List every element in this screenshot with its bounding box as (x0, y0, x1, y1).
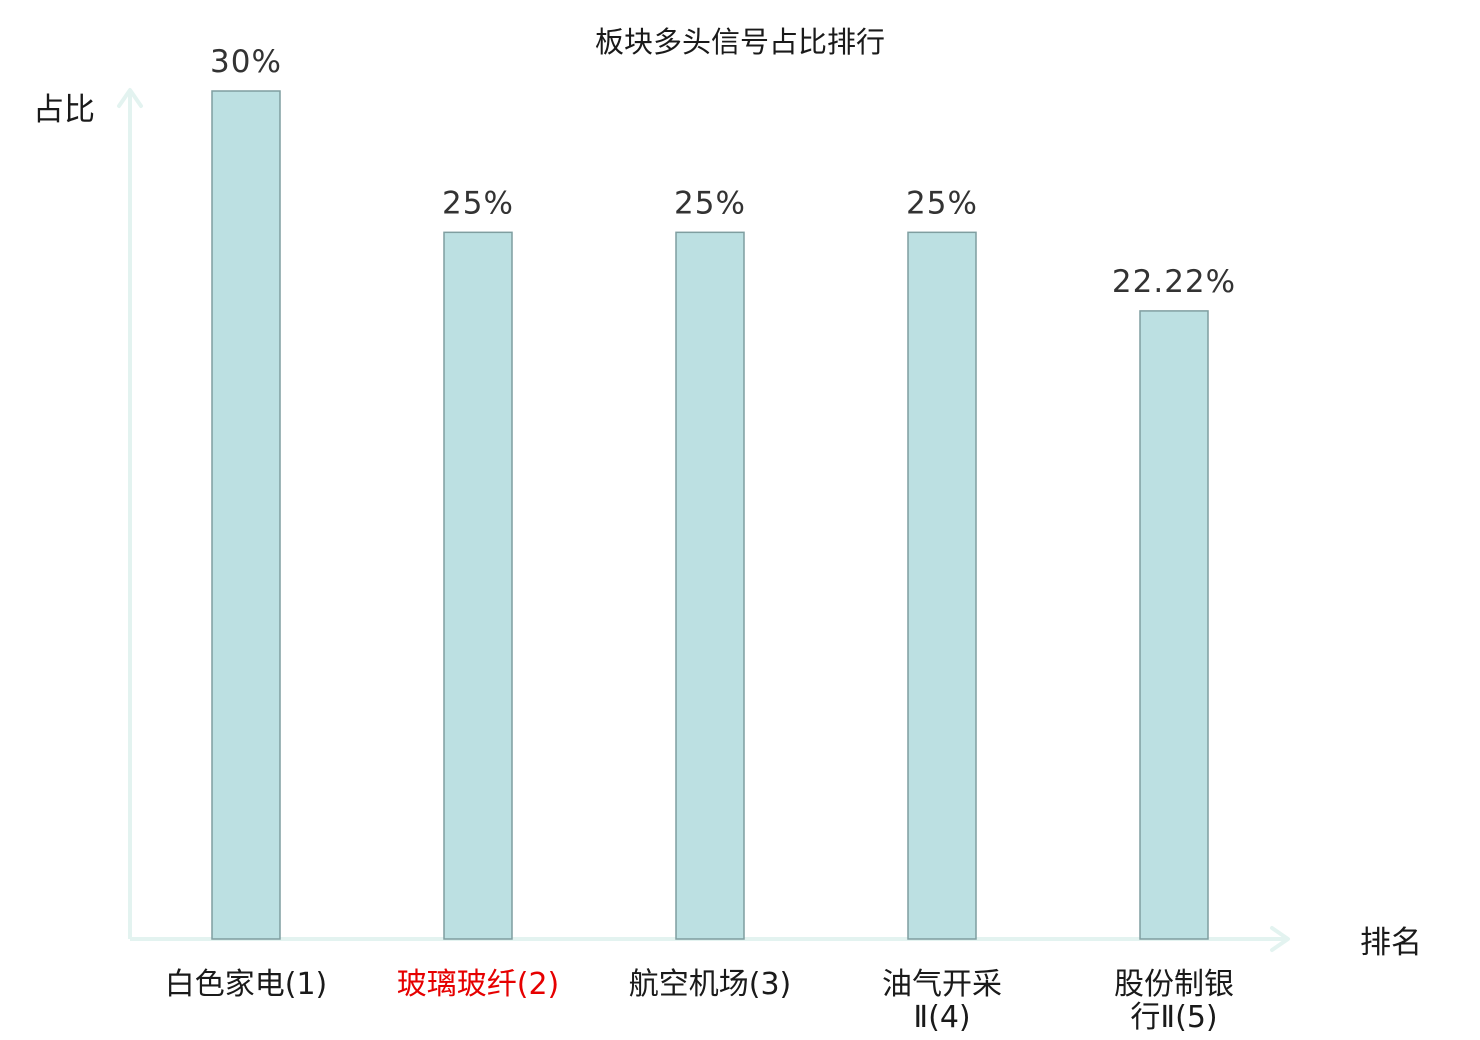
x-axis-arrow-icon (1270, 926, 1290, 952)
bar-value-label: 25% (674, 185, 746, 221)
x-tick-label: 油气开采 Ⅱ(4) (882, 967, 1002, 1035)
value-labels: 30% 25% 25% 25% 22.22% (210, 44, 1236, 300)
bar (211, 90, 281, 940)
y-axis-label: 占比 (33, 92, 95, 128)
bar (443, 231, 513, 940)
bar-value-label: 25% (442, 185, 514, 221)
x-tick-label: 航空机场(3) (629, 967, 792, 1002)
chart-title: 板块多头信号占比排行 (595, 25, 885, 59)
category-labels: 白色家电(1) 玻璃玻纤(2) 航空机场(3) 油气开采 Ⅱ(4) 股份制银行Ⅱ(5) (165, 967, 1234, 1035)
x-tick-label: 白色家电(1) (165, 967, 328, 1002)
bar (1139, 310, 1209, 940)
y-axis-arrow-icon (117, 88, 143, 108)
x-tick-label: 股份制银行Ⅱ(5) (1114, 967, 1234, 1035)
bar (907, 231, 977, 940)
bar-value-label: 22.22% (1112, 264, 1236, 300)
bar-series (211, 90, 1209, 940)
bar-value-label: 25% (906, 185, 978, 221)
bar (675, 231, 745, 940)
x-axis-label: 排名 (1360, 925, 1422, 961)
bar-value-label: 30% (210, 44, 282, 80)
x-tick-label: 玻璃玻纤(2) (397, 967, 560, 1002)
